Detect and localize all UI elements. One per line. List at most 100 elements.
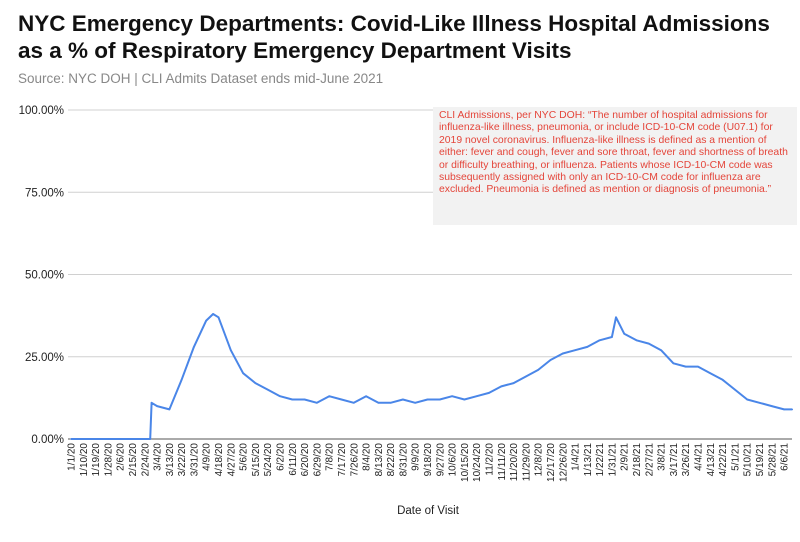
data-point — [488, 392, 490, 394]
x-tick-label: 5/19/21 — [755, 443, 766, 477]
x-tick-label: 4/13/21 — [706, 443, 717, 477]
data-point — [734, 388, 736, 391]
data-point — [512, 382, 515, 384]
x-tick-label: 2/9/21 — [620, 443, 631, 471]
x-tick-label: 3/4/20 — [153, 443, 164, 471]
data-point — [193, 346, 195, 348]
x-tick-label: 3/22/20 — [177, 443, 188, 477]
data-point — [217, 316, 220, 319]
x-tick-label: 3/31/20 — [189, 443, 200, 477]
x-tick-label: 8/31/20 — [398, 443, 409, 477]
data-point — [156, 405, 158, 407]
x-tick-label: 1/22/21 — [595, 443, 606, 477]
x-tick-label: 4/27/20 — [226, 443, 237, 477]
x-tick-label: 6/6/21 — [780, 443, 791, 471]
annotation-box: CLI Admissions, per NYC DOH: “The number… — [433, 107, 797, 225]
data-point — [697, 365, 699, 368]
x-tick-label: 7/17/20 — [337, 443, 348, 477]
data-point — [451, 395, 453, 398]
x-tick-label: 7/26/20 — [349, 443, 360, 477]
x-tick-label: 1/19/20 — [91, 443, 102, 477]
data-point — [439, 398, 441, 401]
x-tick-label: 4/4/21 — [693, 443, 704, 471]
x-tick-label: 4/9/20 — [202, 443, 213, 471]
data-point — [279, 395, 281, 398]
chart-title: NYC Emergency Departments: Covid-Like Il… — [18, 11, 770, 63]
data-point — [230, 349, 232, 351]
x-tick-label: 9/27/20 — [435, 443, 446, 477]
x-tick-label: 2/15/20 — [128, 443, 139, 477]
x-tick-label: 1/1/20 — [67, 443, 78, 471]
data-point — [623, 332, 626, 335]
x-tick-label: 1/13/21 — [583, 443, 594, 477]
x-tick-label: 3/13/20 — [165, 443, 176, 477]
series-line — [71, 313, 793, 440]
data-point — [266, 388, 269, 391]
x-tick-label: 4/18/20 — [214, 443, 225, 477]
data-point — [180, 378, 183, 381]
x-tick-label: 6/2/20 — [275, 443, 286, 471]
x-tick-label: 3/17/21 — [669, 443, 680, 477]
data-point — [303, 398, 306, 401]
data-point — [611, 336, 613, 338]
data-point — [143, 438, 146, 440]
x-tick-label: 8/13/20 — [374, 443, 385, 477]
data-point — [721, 378, 724, 381]
data-point — [107, 438, 109, 440]
data-point — [648, 342, 650, 345]
x-tick-label: 5/15/20 — [251, 443, 262, 477]
data-point — [82, 438, 85, 440]
data-point — [70, 438, 72, 440]
x-tick-label: 10/15/20 — [460, 443, 471, 482]
x-tick-label: 2/18/21 — [632, 443, 643, 477]
data-point — [389, 402, 392, 404]
data-point — [119, 438, 121, 440]
x-axis-title: Date of Visit — [397, 505, 460, 517]
data-point — [709, 372, 712, 375]
data-point — [672, 362, 675, 365]
data-point — [377, 402, 380, 404]
data-point — [574, 349, 576, 351]
x-tick-label: 2/6/20 — [116, 443, 127, 471]
data-point — [684, 365, 687, 368]
data-point — [537, 369, 539, 371]
x-tick-label: 6/11/20 — [288, 443, 299, 476]
data-point — [660, 349, 662, 351]
y-tick-label: 50.00% — [25, 270, 64, 282]
x-tick-label: 6/29/20 — [312, 443, 323, 477]
data-point — [291, 398, 294, 401]
x-tick-label: 8/22/20 — [386, 443, 397, 477]
data-point — [549, 359, 552, 361]
x-tick-label: 5/28/21 — [767, 443, 778, 477]
x-tick-label: 10/24/20 — [472, 443, 483, 482]
data-point — [426, 398, 429, 401]
data-point — [212, 313, 214, 315]
x-tick-label: 3/8/21 — [657, 443, 668, 471]
data-point — [402, 398, 404, 401]
x-tick-label: 5/24/20 — [263, 443, 274, 477]
data-point — [525, 375, 527, 378]
data-point — [746, 398, 748, 401]
data-point — [316, 402, 318, 404]
y-tick-label: 25.00% — [25, 352, 64, 364]
data-point — [131, 438, 134, 440]
data-point — [791, 408, 794, 411]
data-point — [149, 438, 152, 440]
data-point — [783, 408, 785, 411]
data-point — [463, 398, 466, 401]
x-tick-label: 4/22/21 — [718, 443, 729, 477]
chart-subtitle: Source: NYC DOH | CLI Admits Dataset end… — [18, 71, 384, 86]
x-tick-label: 10/6/20 — [448, 443, 459, 477]
data-point — [205, 319, 208, 322]
x-tick-label: 1/10/20 — [79, 443, 90, 477]
x-tick-label: 11/2/20 — [484, 443, 495, 476]
data-point — [586, 346, 589, 348]
data-point — [500, 385, 503, 388]
data-point — [758, 402, 761, 404]
data-point — [340, 398, 343, 401]
x-tick-label: 5/10/21 — [743, 443, 754, 477]
x-tick-label: 1/28/20 — [103, 443, 114, 477]
x-tick-label: 2/27/21 — [644, 443, 655, 477]
x-tick-label: 12/8/20 — [534, 443, 545, 477]
